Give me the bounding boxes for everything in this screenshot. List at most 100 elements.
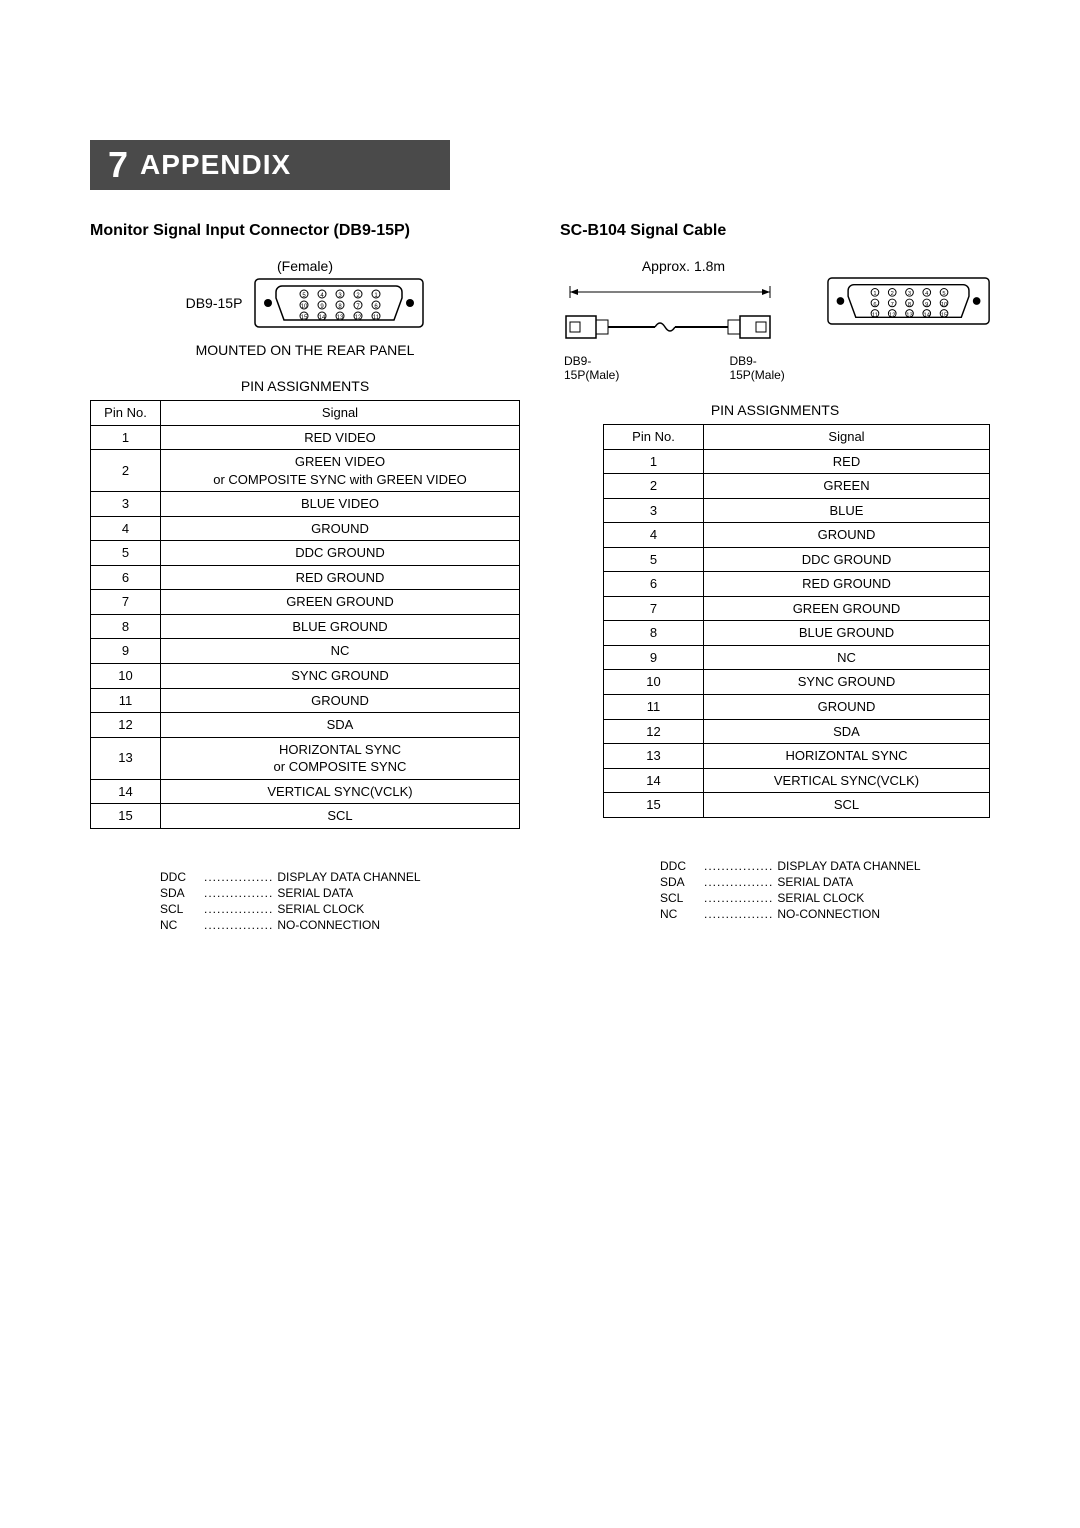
abbrev-dots: ................ [700,906,777,922]
abbrev-dots: ................ [200,885,277,901]
abbrev-row: SDA................SERIAL DATA [160,885,520,901]
th-pin: Pin No. [91,401,161,426]
abbrev-key: SCL [660,890,700,906]
cell-signal: SYNC GROUND [704,670,990,695]
svg-text:12: 12 [355,315,362,321]
abbrev-key: SDA [660,874,700,890]
left-abbrev-list: DDC................DISPLAY DATA CHANNELS… [90,869,520,934]
table-row: 12SDA [91,713,520,738]
cell-signal: GREEN GROUND [704,596,990,621]
svg-text:2: 2 [891,291,894,297]
abbrev-key: DDC [660,858,700,874]
cell-pin: 6 [91,565,161,590]
svg-text:13: 13 [337,315,344,321]
table-row: 11GROUND [91,688,520,713]
table-row: 12SDA [604,719,990,744]
chapter-title: APPENDIX [140,149,291,181]
svg-text:4: 4 [925,291,929,297]
connector-figure-row: DB9-15P 5 4 3 2 1 10 9 8 7 6 15 [90,278,520,328]
svg-text:7: 7 [891,302,894,308]
connector-caption: (Female) [90,258,520,274]
cell-pin: 14 [604,768,704,793]
cell-signal: BLUE [704,498,990,523]
cell-pin: 1 [91,425,161,450]
table-row: 10SYNC GROUND [604,670,990,695]
cell-pin: 4 [91,516,161,541]
table-row: 9NC [604,645,990,670]
svg-text:9: 9 [925,302,928,308]
left-column: Monitor Signal Input Connector (DB9-15P)… [90,222,520,934]
cell-signal: HORIZONTAL SYNC [704,744,990,769]
abbrev-key: DDC [160,869,200,885]
cell-pin: 14 [91,779,161,804]
svg-text:6: 6 [873,302,876,308]
cable-figure-row: Approx. 1.8m [560,258,990,382]
abbrev-row: NC................NO-CONNECTION [660,906,990,922]
cell-signal: GROUND [161,516,520,541]
cable-left-label: DB9-15P(Male) [564,354,641,382]
cell-signal: NC [161,639,520,664]
abbrev-key: SDA [160,885,200,901]
left-pin-title: PIN ASSIGNMENTS [90,378,520,394]
table-row: 5DDC GROUND [91,541,520,566]
abbrev-val: DISPLAY DATA CHANNEL [277,869,420,885]
right-pin-table: Pin No. Signal 1RED2GREEN3BLUE4GROUND5DD… [603,424,990,818]
abbrev-val: DISPLAY DATA CHANNEL [777,858,920,874]
abbrev-dots: ................ [200,901,277,917]
cell-signal: BLUE GROUND [161,614,520,639]
content-columns: Monitor Signal Input Connector (DB9-15P)… [90,222,990,934]
cell-pin: 9 [91,639,161,664]
cell-pin: 3 [604,498,704,523]
cell-signal: DDC GROUND [161,541,520,566]
right-pin-title: PIN ASSIGNMENTS [560,402,990,418]
abbrev-val: SERIAL CLOCK [777,890,864,906]
table-row: 11GROUND [604,695,990,720]
cell-pin: 5 [604,547,704,572]
abbrev-key: NC [160,917,200,933]
cell-pin: 12 [604,719,704,744]
table-row: 3BLUE VIDEO [91,492,520,517]
svg-text:1: 1 [873,291,876,297]
abbrev-val: NO-CONNECTION [277,917,380,933]
table-row: 15SCL [604,793,990,818]
table-row: 7GREEN GROUND [604,596,990,621]
abbrev-dots: ................ [700,874,777,890]
cell-pin: 2 [604,474,704,499]
abbrev-key: NC [660,906,700,922]
cell-pin: 5 [91,541,161,566]
cell-pin: 8 [91,614,161,639]
table-row: 13HORIZONTAL SYNC [604,744,990,769]
cell-pin: 8 [604,621,704,646]
cell-signal: SDA [161,713,520,738]
abbrev-dots: ................ [700,858,777,874]
table-row: 10SYNC GROUND [91,664,520,689]
svg-text:15: 15 [941,312,947,318]
cell-signal: BLUE VIDEO [161,492,520,517]
table-row: 14VERTICAL SYNC(VCLK) [604,768,990,793]
abbrev-row: SDA................SERIAL DATA [660,874,990,890]
cell-signal: GROUND [704,695,990,720]
cell-pin: 4 [604,523,704,548]
table-row: 6RED GROUND [604,572,990,597]
left-section-title: Monitor Signal Input Connector (DB9-15P) [90,222,520,240]
svg-text:8: 8 [908,302,911,308]
cell-pin: 13 [91,737,161,779]
cable-diagram: Approx. 1.8m [560,258,807,382]
cell-signal: GREEN VIDEOor COMPOSITE SYNC with GREEN … [161,450,520,492]
cell-signal: RED GROUND [704,572,990,597]
table-row: 3BLUE [604,498,990,523]
abbrev-row: SCL................SERIAL CLOCK [660,890,990,906]
cell-pin: 12 [91,713,161,738]
abbrev-row: DDC................DISPLAY DATA CHANNEL [660,858,990,874]
cell-pin: 13 [604,744,704,769]
abbrev-dots: ................ [700,890,777,906]
cell-signal: VERTICAL SYNC(VCLK) [161,779,520,804]
table-row: 15SCL [91,804,520,829]
table-row: 9NC [91,639,520,664]
approx-label: Approx. 1.8m [560,258,807,274]
abbrev-val: NO-CONNECTION [777,906,880,922]
cell-pin: 11 [91,688,161,713]
svg-text:3: 3 [908,291,911,297]
mounted-text: MOUNTED ON THE REAR PANEL [90,342,520,358]
abbrev-val: SERIAL DATA [777,874,853,890]
